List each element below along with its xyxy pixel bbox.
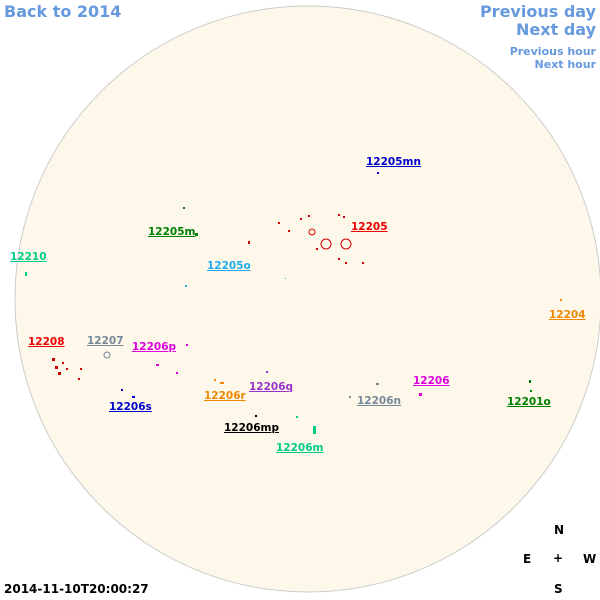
region-label[interactable]: 12206 — [413, 375, 450, 387]
region-label[interactable]: 12204 — [549, 309, 586, 321]
next-day-link[interactable]: Next day — [516, 20, 596, 39]
region-label[interactable]: 12206m — [276, 442, 324, 454]
solar-disk — [14, 5, 600, 593]
region-label[interactable]: 12205o — [207, 260, 251, 272]
region-label[interactable]: 12210 — [10, 251, 47, 263]
sunspots — [25, 172, 562, 434]
next-hour-link[interactable]: Next hour — [534, 58, 597, 71]
timestamp: 2014-11-10T20:00:27 — [4, 582, 149, 596]
region-label[interactable]: 12205mn — [366, 156, 421, 168]
region-label[interactable]: 12206q — [249, 381, 294, 393]
region-label[interactable]: 12206n — [357, 395, 402, 407]
region-label[interactable]: 12205 — [351, 221, 388, 233]
previous-hour-link[interactable]: Previous hour — [509, 45, 596, 58]
region-label[interactable]: 12205m — [148, 226, 196, 238]
compass-east: E — [523, 552, 532, 566]
region-label[interactable]: 12208 — [28, 336, 65, 348]
region-label[interactable]: 12206p — [132, 341, 177, 353]
back-link[interactable]: Back to 2014 — [4, 2, 122, 21]
previous-day-link[interactable]: Previous day — [479, 2, 596, 21]
region-label[interactable]: 12207 — [87, 335, 124, 347]
region-label[interactable]: 12206s — [109, 401, 152, 413]
compass-south: S — [554, 582, 563, 596]
region-label[interactable]: 12206mp — [224, 422, 279, 434]
compass-north: N — [554, 523, 565, 537]
region-label[interactable]: 12201o — [507, 396, 551, 408]
region-label[interactable]: 12206r — [204, 390, 246, 402]
compass-center: + — [553, 551, 564, 565]
compass-west: W — [583, 552, 597, 566]
